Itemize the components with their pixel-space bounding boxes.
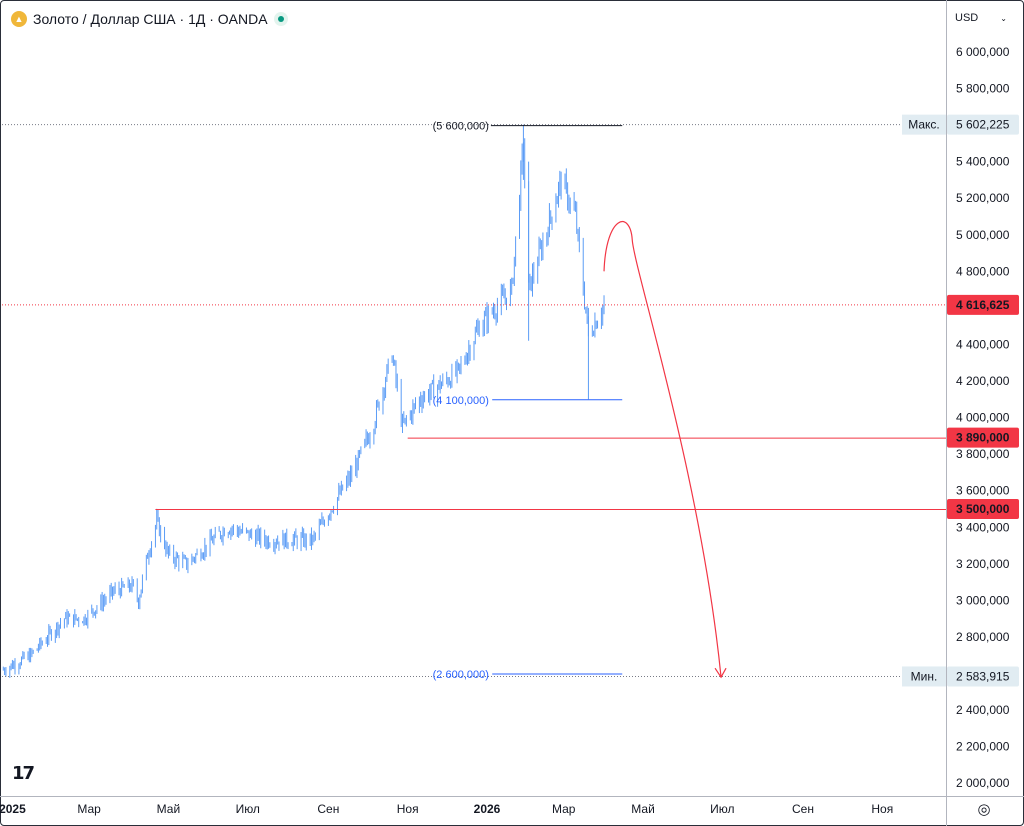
market-status-icon[interactable] (273, 12, 288, 26)
y-tick-label: 2 200,000 (956, 740, 1010, 754)
gold-symbol-icon: ▲ (11, 11, 27, 27)
price-label-value: 3 500,000 (956, 502, 1010, 516)
price-label-value: 3 890,000 (956, 431, 1010, 445)
tradingview-logo-icon[interactable]: 17 (12, 763, 35, 784)
price-label-tag-text: Макс. (908, 118, 940, 132)
price-label-box (947, 294, 1019, 315)
measure-line-label: (4 100,000) (433, 395, 489, 407)
x-tick-label: Июл (710, 802, 734, 816)
y-tick-label: 5 800,000 (956, 82, 1010, 96)
price-label-box (947, 498, 1019, 519)
price-label-box (947, 114, 1019, 135)
measure-line-label: (2 600,000) (433, 669, 489, 681)
price-label-value: 4 616,625 (956, 298, 1010, 312)
x-tick-label: 2025 (0, 802, 26, 816)
x-tick-label: Сен (792, 802, 814, 816)
x-tick-label: Мар (552, 802, 576, 816)
symbol-title[interactable]: Золото / Доллар США · 1Д · OANDA (33, 11, 268, 27)
y-tick-label: 5 000,000 (956, 228, 1010, 242)
x-tick-label: Ноя (871, 802, 893, 816)
y-tick-label: 4 800,000 (956, 264, 1010, 278)
x-tick-label: Июл (236, 802, 260, 816)
projection-arrow (603, 221, 722, 678)
currency-selector[interactable]: USD ⌄ (953, 9, 1013, 27)
y-tick-label: 4 400,000 (956, 337, 1010, 351)
y-tick-label: 3 200,000 (956, 557, 1010, 571)
chevron-down-icon: ⌄ (1000, 13, 1007, 23)
x-tick-label: 2026 (474, 802, 501, 816)
currency-label: USD (955, 12, 979, 24)
y-tick-label: 2 400,000 (956, 703, 1010, 717)
y-tick-label: 2 000,000 (956, 776, 1010, 790)
axis-settings-icon[interactable]: ◎ (977, 801, 991, 818)
x-tick-label: Сен (317, 802, 339, 816)
x-tick-label: Май (157, 802, 181, 816)
y-tick-label: 4 000,000 (956, 411, 1010, 425)
chart-header: ▲ Золото / Доллар США · 1Д · OANDA (11, 9, 288, 29)
y-tick-label: 3 600,000 (956, 484, 1010, 498)
y-tick-label: 3 800,000 (956, 447, 1010, 461)
price-label-value: 5 602,225 (956, 118, 1010, 132)
x-tick-label: Мар (77, 802, 101, 816)
price-label-value: 2 583,915 (956, 669, 1010, 683)
y-tick-label: 5 400,000 (956, 155, 1010, 169)
x-tick-label: Май (631, 802, 655, 816)
price-label-box (947, 666, 1019, 687)
y-tick-label: 3 000,000 (956, 593, 1010, 607)
price-label-tag (902, 666, 946, 687)
y-tick-label: 5 200,000 (956, 191, 1010, 205)
y-tick-label: 4 200,000 (956, 374, 1010, 388)
price-label-tag-text: Мин. (911, 669, 938, 683)
y-tick-label: 6 000,000 (956, 45, 1010, 59)
x-tick-label: Ноя (397, 802, 419, 816)
price-label-box (947, 427, 1019, 448)
y-tick-label: 3 400,000 (956, 520, 1010, 534)
projection-arrow-head (714, 667, 727, 679)
y-tick-label: 2 800,000 (956, 630, 1010, 644)
measure-line-label: (5 600,000) (433, 121, 489, 133)
price-label-tag (902, 114, 946, 135)
